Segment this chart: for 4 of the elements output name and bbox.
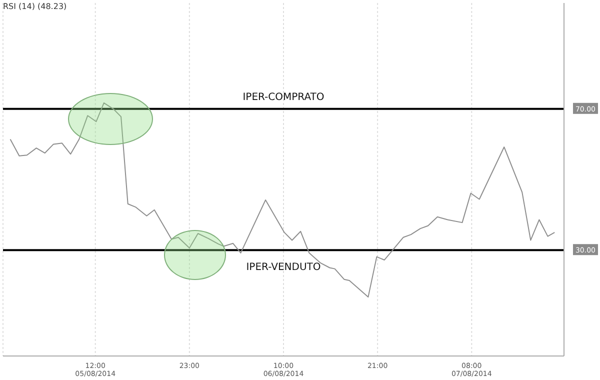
ref-line-label: IPER-VENDUTO xyxy=(246,262,321,274)
line-series xyxy=(10,102,556,298)
ref-line-label: IPER-COMPRATO xyxy=(242,92,324,103)
chart-title: RSI (14) (48.23) xyxy=(3,2,67,11)
